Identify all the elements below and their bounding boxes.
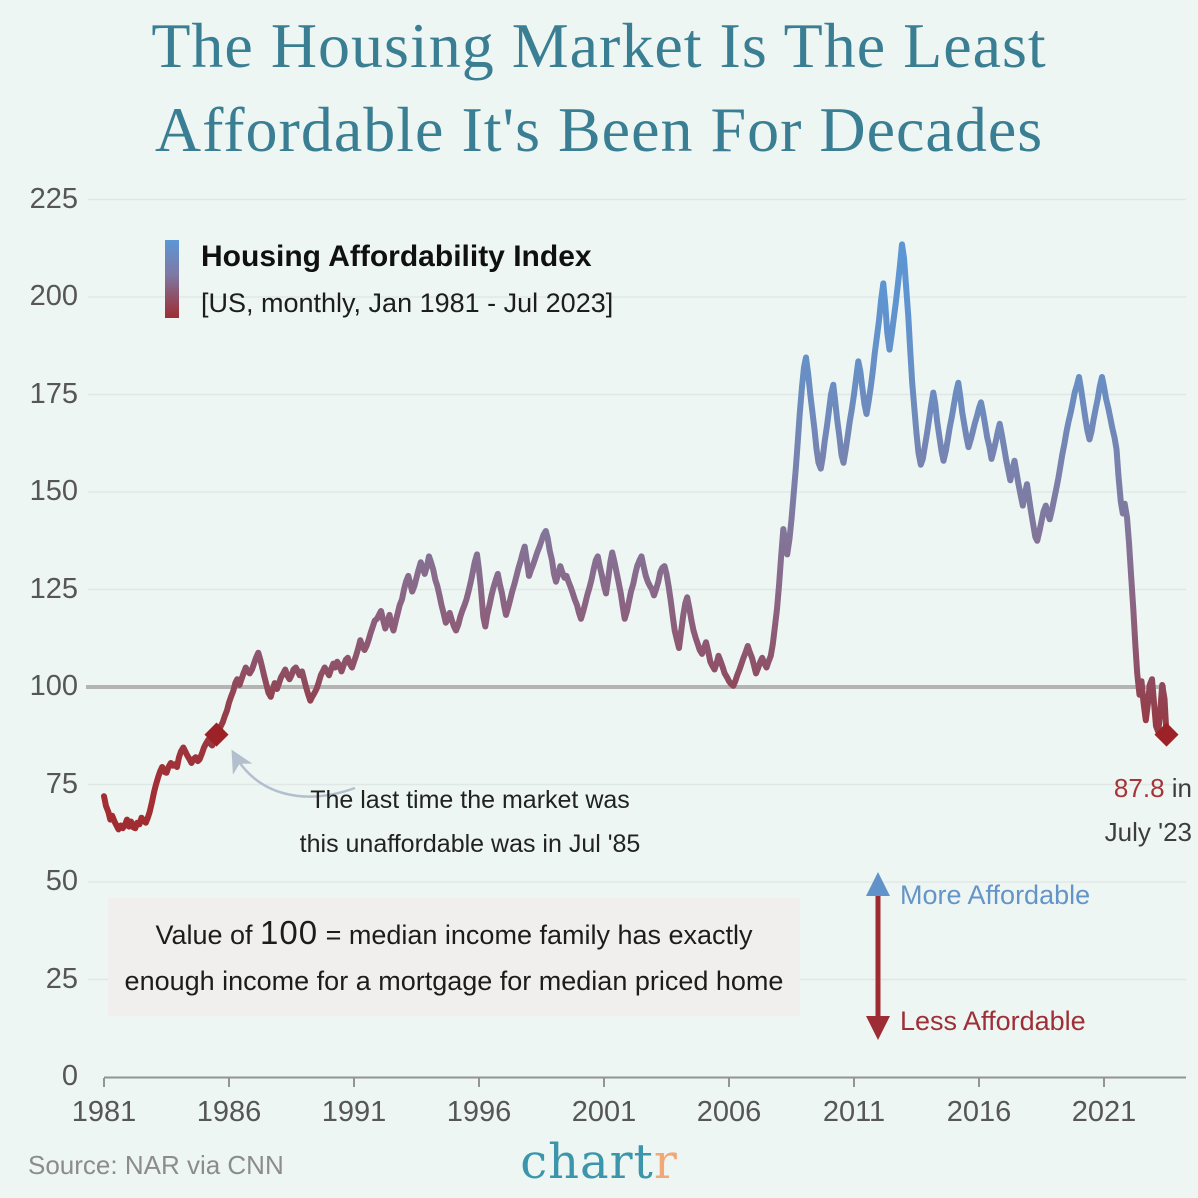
latest-value: 87.8	[1113, 773, 1165, 803]
arrow-up-icon	[866, 872, 890, 896]
less-affordable-label: Less Affordable	[900, 1006, 1086, 1036]
source-credit: Source: NAR via CNN	[28, 1150, 284, 1180]
legend-gradient-bar	[165, 240, 179, 318]
x-tick-label-1981: 1981	[71, 1096, 137, 1128]
x-tick-label-2001: 2001	[571, 1096, 637, 1128]
y-tick-label-125: 125	[29, 572, 78, 605]
chartr-logo-orange: r	[653, 1134, 678, 1190]
legend: Housing Affordability Index [US, monthly…	[165, 240, 613, 319]
definition-box: Value of 100 = median income family has …	[108, 898, 800, 1016]
title-line-1: The Housing Market Is The Least	[151, 10, 1047, 81]
y-tick-label-100: 100	[29, 670, 78, 702]
callout-jul85-line2: this unaffordable was in Jul '85	[299, 830, 641, 858]
legend-text: Housing Affordability Index [US, monthly…	[201, 240, 613, 319]
latest-date: July '23	[1104, 817, 1192, 847]
callout-jul85-line1: The last time the market was	[310, 786, 630, 814]
legend-title: Housing Affordability Index	[201, 240, 592, 273]
direction-arrow-shaft	[875, 893, 881, 1019]
y-tick-label-175: 175	[29, 377, 78, 410]
more-affordable-label: More Affordable	[900, 880, 1091, 910]
y-tick-label-150: 150	[29, 475, 78, 507]
definition-line2: enough income for a mortgage for median …	[124, 966, 784, 996]
affordability-line	[101, 241, 1170, 833]
callout-jul85: The last time the market was this unaffo…	[270, 778, 670, 866]
title-line-2: Affordable It's Been For Decades	[154, 94, 1044, 166]
x-tick-label-2021: 2021	[1071, 1096, 1137, 1128]
x-axis	[103, 1076, 1186, 1087]
x-tick-label-1991: 1991	[321, 1096, 387, 1128]
chartr-logo: chartr	[0, 1134, 1198, 1190]
gridlines	[88, 198, 1186, 981]
affordability-direction-arrow	[866, 872, 890, 1040]
x-tick-label-2011: 2011	[822, 1096, 886, 1128]
housing-affordability-series	[101, 241, 1170, 833]
x-tick-label-2006: 2006	[696, 1096, 762, 1128]
y-tick-label-75: 75	[45, 767, 78, 800]
y-tick-label-25: 25	[45, 962, 78, 995]
definition-line1: Value of 100 = median income family has …	[155, 914, 753, 951]
y-tick-label-200: 200	[29, 280, 78, 312]
callout-arrow-jul85	[231, 749, 356, 798]
legend-subtitle: [US, monthly, Jan 1981 - Jul 2023]	[201, 288, 614, 318]
diamond-markers	[204, 722, 1179, 747]
chartr-logo-teal: chart	[520, 1134, 654, 1190]
callout-latest-value: 87.8 in July '23	[992, 766, 1192, 854]
diamond-marker-jul23	[1154, 722, 1179, 747]
latest-suffix: in	[1164, 773, 1192, 803]
arrow-down-icon	[866, 1016, 890, 1040]
y-tick-label-50: 50	[45, 865, 78, 897]
x-tick-label-1996: 1996	[446, 1096, 512, 1128]
x-tick-label-1986: 1986	[196, 1096, 262, 1128]
definition-100: 100	[260, 914, 319, 951]
page-title: The Housing Market Is The Least Affordab…	[0, 4, 1198, 173]
y-tick-label-0: 0	[61, 1060, 78, 1092]
x-tick-label-2016: 2016	[946, 1096, 1012, 1128]
y-tick-label-225: 225	[29, 182, 78, 215]
